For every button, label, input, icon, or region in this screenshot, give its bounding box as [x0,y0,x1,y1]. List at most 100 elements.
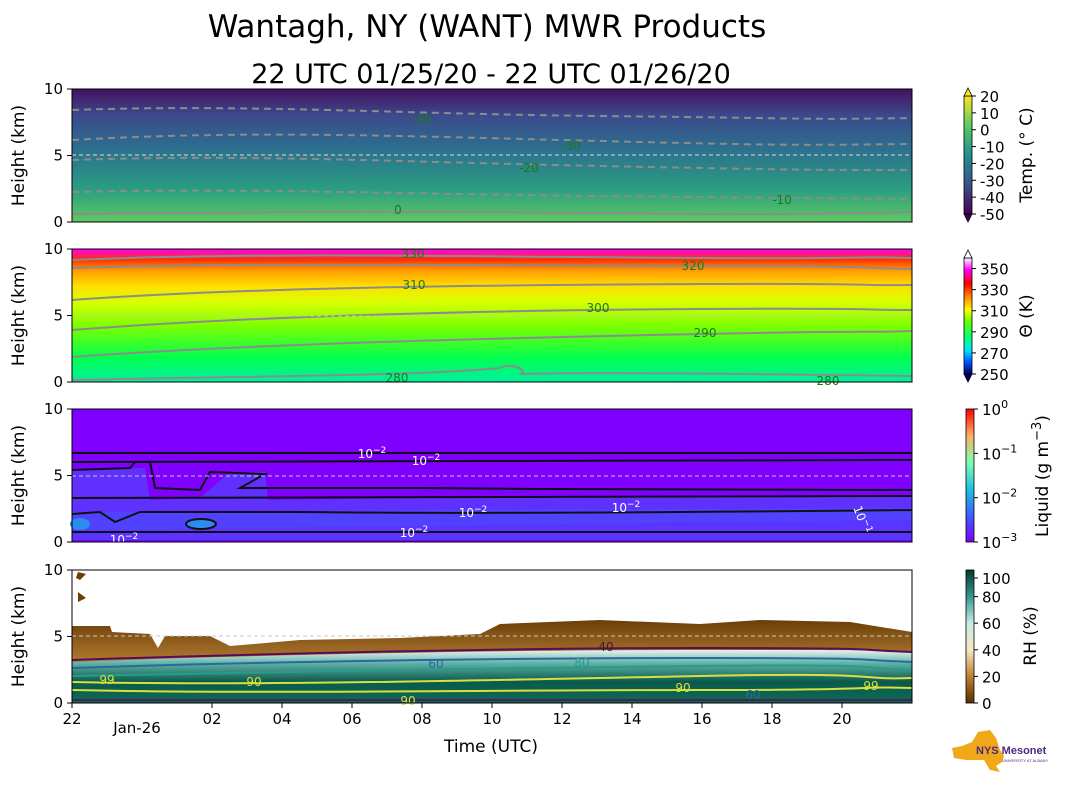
liquid-contour [71,461,913,492]
colorbar-tick-label: 20 [980,88,999,106]
temp-contour-label: -10 [772,193,792,207]
temp-contour-30 [71,133,913,146]
colorbar-tick-label: 10−3 [982,531,1017,552]
liquid-colorbar-label: Liquid (g m−3) [1030,415,1053,537]
theta-contour-label: 310 [403,278,426,292]
colorbar-tick-label: 60 [982,615,1001,633]
rh-contour-label: 90 [246,675,261,689]
rh-upper-patch [76,572,86,580]
theta-contour-300 [71,307,913,331]
y-tick-label: 10 [44,80,63,98]
rh-colorbar-label: RH (%) [1021,606,1041,665]
liquid-colorbar: 100 10−1 10−2 10−3 Liquid (g m−3) [965,398,1053,552]
rh-contour-40 [71,646,913,661]
colorbar-tick-label: 290 [980,324,1009,342]
colorbar-tick-label: 20 [982,668,1001,686]
theta-contour-label: 280 [817,374,840,388]
temp-contour-20 [71,156,913,171]
temp-contour-0 [71,210,913,216]
liquid-contour [71,459,913,463]
colorbar-tick-label: 10 [980,105,999,123]
rh-contour-label: 60 [745,688,760,702]
temp-contour-label: 0 [394,203,402,217]
rh-colorbar-bar [965,569,975,704]
liquid-contour-label: 10−2 [400,525,429,540]
colorbar-tick-label: 0 [980,122,990,140]
theta-contour-280 [71,364,913,381]
theta-colorbar: 350 330 310 290 270 250 Θ (K) [963,249,1037,384]
colorbar-tick-label: 80 [982,589,1001,607]
x-tick-label: 02 [202,710,221,728]
x-tick-label: 20 [832,710,851,728]
temperature-panel: -40 -30 -20 -10 0 [71,88,913,223]
rh-contour-low [71,698,913,701]
x-tick-label: 12 [552,710,571,728]
x-tick-label: 06 [342,710,361,728]
theta-contour-330 [71,254,913,261]
temperature-colorbar-cap-top [963,87,973,97]
y-axis-label: Height (km) [9,425,29,526]
y-tick-label: 5 [53,307,63,325]
colorbar-tick-label: -40 [980,189,1005,207]
x-tick-label: 04 [272,710,291,728]
y-tick-label: 0 [53,373,63,391]
liquid-contour-ring [185,518,217,530]
theta-contour-320 [71,263,913,270]
liquid-colorbar-ticks: 100 10−1 10−2 10−3 [974,398,1017,552]
rh-contour-label: 90 [675,681,690,695]
colorbar-tick-label: 10−2 [982,487,1017,508]
y-tick-label: 10 [44,240,63,258]
colorbar-tick-label: 0 [982,695,992,713]
theta-contour-label: 330 [402,247,425,261]
colorbar-tick-label: 10−1 [982,442,1017,463]
rh-upper-patch [78,592,86,602]
colorbar-tick-label: 100 [982,398,1008,419]
colorbar-tick-label: -20 [980,155,1005,173]
liquid-contour [71,509,913,524]
temp-contour-label: -30 [561,139,581,153]
liquid-contour-label: 10−1 [850,503,874,535]
colorbar-tick-label: -50 [980,206,1005,224]
temp-contour-10 [71,189,913,200]
x-tick-label: 18 [762,710,781,728]
colorbar-tick-label: 330 [980,282,1009,300]
temperature-colorbar-label: Temp. (° C) [1017,107,1037,203]
y-tick-label: 0 [53,213,63,231]
temp-contour-40 [71,107,913,120]
rh-contour-60 [71,656,913,669]
temp-contour-label: -40 [412,112,432,126]
x-tick-label: 14 [622,710,641,728]
y-tick-label: 5 [53,147,63,165]
liquid-contour-label: 10−2 [412,453,441,468]
colorbar-tick-label: 100 [982,570,1011,588]
liquid-contour-label: 10−2 [459,505,488,520]
rh-contour-80 [71,664,913,677]
theta-panel: 330 320 310 300 290 280 280 [71,247,913,388]
figure-subtitle: 22 UTC 01/25/20 - 22 UTC 01/26/20 [251,59,731,90]
liquid-contour-label: 10−2 [358,446,387,461]
theta-colorbar-cap-bottom [963,373,973,383]
liquid-contour-label: 10−2 [110,532,139,547]
x-tick-label: 16 [692,710,711,728]
liquid-panel: 10−2 10−2 10−2 10−2 10−2 10−2 10−1 [70,408,913,547]
rh-contour-label: 90 [400,694,415,708]
colorbar-tick-label: 40 [982,642,1001,660]
theta-contour-label: 320 [682,259,705,273]
temp-contour-label: -20 [519,161,539,175]
y-tick-label: 0 [53,694,63,712]
temperature-colorbar-cap-bottom [963,213,973,223]
rh-contour-90 [71,673,913,685]
theta-contour-290 [71,330,913,358]
liquid-blob [186,520,214,528]
theta-contour-label: 290 [694,326,717,340]
liquid-contour [71,495,913,499]
figure-title: Wantagh, NY (WANT) MWR Products [208,9,766,45]
temperature-colorbar-bar [963,95,973,215]
theta-contour-310 [71,282,913,301]
liquid-blob [70,518,90,530]
theta-colorbar-bar [963,257,973,375]
x-axis-label: Time (UTC) [443,737,538,757]
